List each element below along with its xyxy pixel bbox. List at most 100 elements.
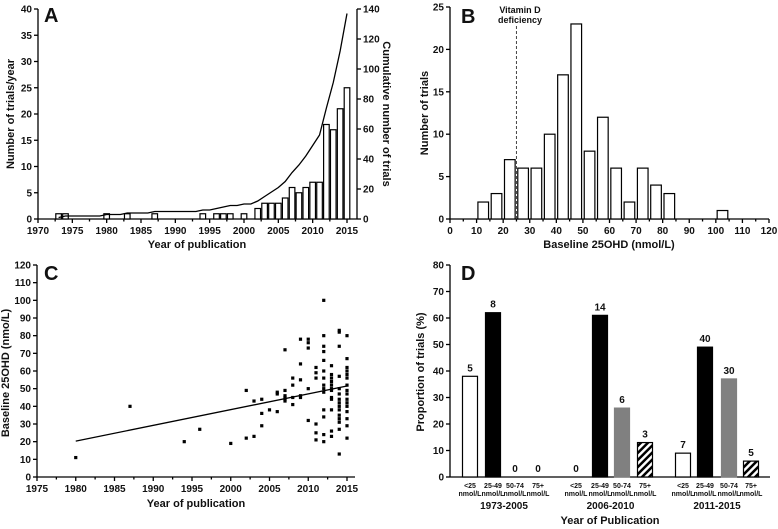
panel-b-x-tick-label: 110 <box>734 226 751 237</box>
panel-c-point <box>345 392 349 396</box>
panel-d-category-label: 25-49 <box>484 483 502 490</box>
panel-c-x-tick-label: 1995 <box>181 484 204 495</box>
panel-d-y-tick-label: 60 <box>433 314 445 325</box>
panel-d-bar <box>720 378 738 478</box>
panel-d-bar <box>696 346 714 478</box>
panel-c-point <box>337 392 341 396</box>
panel-c-point <box>275 410 279 414</box>
panel-a-bar <box>309 181 317 220</box>
panel-a-x-tick-label: 1970 <box>27 226 50 237</box>
panel-c-y-tick-label: 30 <box>20 420 32 431</box>
panel-c-y-tick-label: 50 <box>20 384 32 395</box>
panel-c-point <box>291 376 295 380</box>
panel-c-point <box>283 395 287 400</box>
panel-d-bar <box>484 312 502 478</box>
panel-a-x-tick-label: 1975 <box>61 226 84 237</box>
panel-b-y-tick-label: 10 <box>433 130 445 141</box>
panel-a-x-tick-label: 2000 <box>233 226 256 237</box>
panel-b-x-tick-label: 10 <box>471 226 483 237</box>
panel-d-count-label: 3 <box>642 430 648 441</box>
panel-c-x-tick-label: 1975 <box>26 484 49 495</box>
panel-c-x-tick-label: 2005 <box>258 484 281 495</box>
panel-d-category-label: 75+ <box>532 483 544 490</box>
panel-b-bar <box>650 184 662 220</box>
panel-c-point <box>314 376 318 380</box>
panel-c-point <box>329 376 334 380</box>
panel-c-point <box>337 374 341 378</box>
panel-a-bar <box>274 202 282 220</box>
panel-d-category-unit: nmol/L <box>504 491 528 498</box>
panel-b-bar <box>477 201 490 220</box>
panel-c-point <box>322 358 326 362</box>
panel-c-point <box>322 369 326 373</box>
panel-c-point <box>345 401 349 405</box>
panel-d-category-unit: nmol/L <box>634 491 658 498</box>
panel-c-point <box>337 328 341 332</box>
panel-b-letter: B <box>461 6 475 28</box>
panel-b-deficiency-label: Vitamin D <box>499 5 541 15</box>
panel-b-bar <box>517 167 530 220</box>
panel-c-point <box>322 390 326 394</box>
panel-b-x-tick-label: 70 <box>631 226 643 237</box>
panel-d-x-label: Year of Publication <box>560 515 659 527</box>
panel-c-point <box>345 372 349 377</box>
panel-d-y-tick-label: 80 <box>433 261 445 272</box>
panel-d-category-unit: nmol/L <box>589 491 613 498</box>
panel-c-point <box>275 392 279 396</box>
panel-b-y-tick-label: 0 <box>438 215 444 226</box>
panel-c-x-tick-label: 2010 <box>297 484 320 495</box>
panel-c-point <box>244 436 248 440</box>
panel-c-x-tick-label: 1980 <box>65 484 88 495</box>
panel-c-point <box>244 388 248 393</box>
panel-c-x-label: Year of publication <box>147 498 246 510</box>
panel-b-bar <box>716 209 729 220</box>
panel-b-bar <box>557 74 569 220</box>
panel-c-point <box>329 380 334 384</box>
panel-c-point <box>252 399 256 403</box>
panel-a-bar <box>254 207 262 220</box>
panel-d-category-unit: nmol/L <box>611 491 635 498</box>
panel-d-bar <box>742 460 760 478</box>
panel-a-y-tick-label: 40 <box>21 5 33 16</box>
panel-d-count-label: 30 <box>723 366 735 377</box>
panel-a-y2-label: Cumulative number of trials <box>380 41 392 186</box>
panel-b-bar <box>570 23 583 220</box>
panel-d-category-unit: nmol/L <box>459 491 483 498</box>
panel-a-bar <box>240 213 248 220</box>
panel-d-category-label: 50-74 <box>506 483 524 490</box>
panel-c-point <box>198 427 202 431</box>
panel-c-point <box>345 404 349 408</box>
panel-a-bar <box>220 213 227 220</box>
panel-d-count-label: 5 <box>467 363 473 374</box>
panel-b-bar <box>663 192 676 220</box>
panel-c-y-tick-label: 90 <box>20 314 32 325</box>
panel-c-point <box>128 404 132 408</box>
panel-d-category-label: 50-74 <box>613 483 631 490</box>
panel-a-x-tick-label: 2015 <box>336 226 359 237</box>
panel-a-bar <box>199 213 207 220</box>
panel-c-point <box>314 365 318 370</box>
panel-c-point <box>345 369 349 373</box>
panel-c-point <box>322 349 326 354</box>
panel-c-point <box>337 413 341 417</box>
panel-c-point <box>314 438 318 442</box>
panel-c-point <box>306 387 310 391</box>
panel-b-x-tick-label: 120 <box>761 226 778 237</box>
panel-d-bar <box>591 314 609 478</box>
panel-d-y-tick-label: 50 <box>433 340 445 351</box>
panel-c-y-tick-label: 10 <box>20 455 32 466</box>
panel-d-y-tick-label: 20 <box>433 420 445 431</box>
panel-c-point <box>345 417 349 421</box>
panel-a-x-tick-label: 2005 <box>267 226 290 237</box>
panel-c-point <box>345 436 349 440</box>
panel-d-y-label: Proportion of trials (%) <box>415 312 427 432</box>
panel-d-category-unit: nmol/L <box>694 491 718 498</box>
panel-c-point <box>329 434 334 438</box>
panel-b-bar <box>610 167 623 220</box>
panel-c-point <box>283 348 287 352</box>
panel-d-category-unit: nmol/L <box>672 491 696 498</box>
panel-a-y-tick-label: 30 <box>21 57 33 68</box>
panel-a-y-tick-label: 35 <box>21 31 33 42</box>
panel-c-point <box>275 390 279 394</box>
panel-a-right-tick-label: 120 <box>363 35 380 46</box>
